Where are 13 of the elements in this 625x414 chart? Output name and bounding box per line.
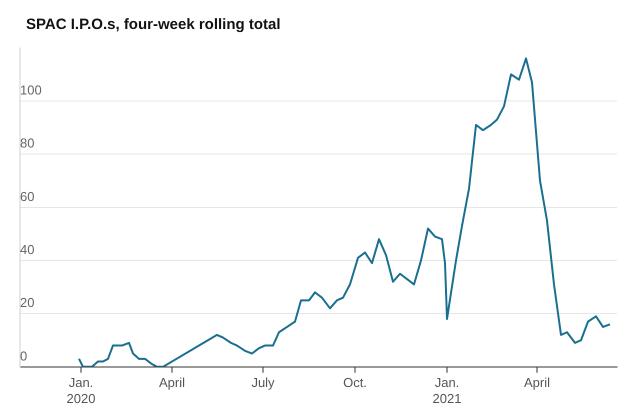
- y-tick-label: 100: [20, 82, 42, 98]
- x-tick-label: April: [158, 375, 186, 390]
- x-tick-label: Jan. 2020: [66, 375, 96, 406]
- x-tick-label: July: [251, 375, 276, 390]
- y-tick-label: 0: [20, 348, 28, 364]
- x-tick-label: Jan. 2021: [432, 375, 462, 406]
- y-tick-label: 60: [20, 188, 34, 204]
- x-tick-label: April: [524, 375, 550, 390]
- y-tick-label: 80: [20, 136, 34, 151]
- x-tick-label: Oct.: [343, 375, 367, 390]
- y-tick-label: 40: [20, 242, 34, 258]
- y-tick-label: 20: [20, 295, 34, 310]
- chart-title: SPAC I.P.O.s, four-week rolling total: [26, 16, 280, 33]
